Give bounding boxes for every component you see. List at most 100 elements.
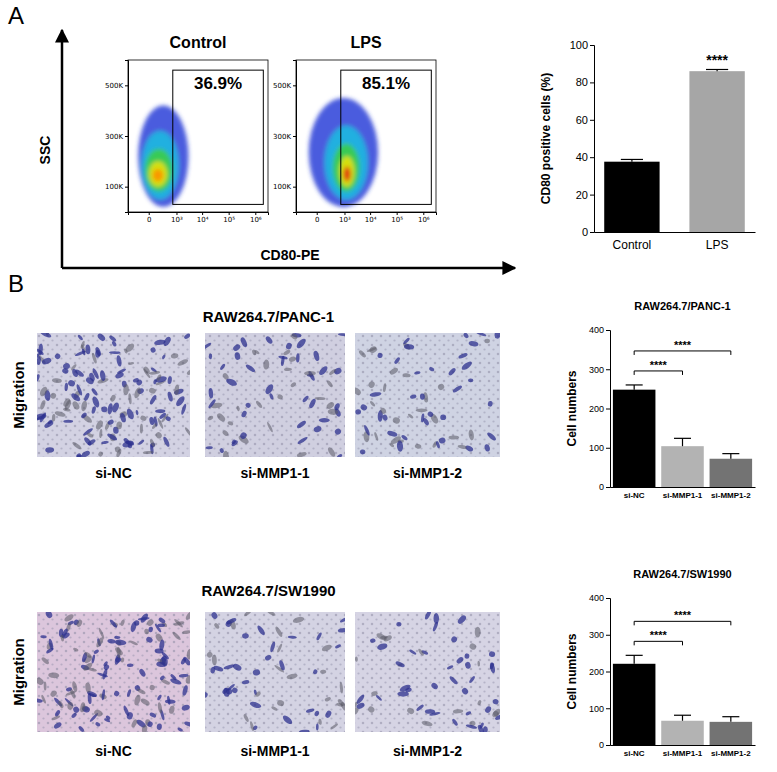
tick-mark bbox=[606, 745, 610, 746]
cell bbox=[156, 374, 162, 382]
cell bbox=[91, 396, 100, 409]
cell bbox=[318, 365, 329, 377]
micrograph bbox=[355, 333, 500, 457]
tick-label: 80 bbox=[576, 76, 588, 88]
cell bbox=[328, 368, 337, 376]
error-stem bbox=[682, 715, 683, 721]
cell bbox=[306, 708, 315, 714]
tick-mark bbox=[255, 212, 256, 215]
cell bbox=[461, 687, 470, 696]
cell bbox=[40, 635, 47, 639]
cell bbox=[288, 356, 297, 363]
cell bbox=[167, 376, 172, 384]
cell bbox=[205, 691, 209, 698]
cell bbox=[292, 616, 305, 624]
tick: 0 bbox=[599, 740, 610, 750]
cell bbox=[432, 621, 439, 632]
cell bbox=[67, 379, 76, 387]
panel-letter: B bbox=[8, 270, 24, 297]
cell bbox=[438, 437, 446, 445]
cell bbox=[452, 384, 463, 393]
cell bbox=[336, 453, 343, 457]
density-contour bbox=[145, 149, 173, 192]
tick: 10⁴ bbox=[365, 212, 377, 224]
row-label: Migration bbox=[10, 361, 27, 429]
cell bbox=[206, 446, 213, 450]
cell bbox=[234, 352, 241, 361]
cell bbox=[313, 350, 321, 361]
tick: 500K bbox=[105, 82, 128, 90]
tick-mark bbox=[606, 598, 610, 599]
cell bbox=[106, 432, 118, 441]
figure: AB36.9%010³10⁴10⁵10⁶100K300K500KControl8… bbox=[0, 0, 777, 772]
cell bbox=[387, 430, 399, 438]
tick-mark bbox=[590, 157, 594, 158]
plot-area bbox=[613, 655, 752, 745]
cell bbox=[138, 617, 150, 621]
row-label: Migration bbox=[10, 638, 27, 706]
cell bbox=[75, 384, 83, 396]
cell bbox=[167, 391, 174, 402]
cell bbox=[227, 420, 234, 426]
cell bbox=[242, 679, 250, 684]
cell bbox=[141, 725, 148, 732]
category-tick: si-MMP1-1 bbox=[663, 745, 703, 758]
cell bbox=[265, 612, 276, 617]
cell bbox=[468, 642, 477, 650]
cell bbox=[239, 431, 248, 440]
cell bbox=[162, 436, 171, 448]
category-tick: LPS bbox=[706, 232, 729, 252]
cell bbox=[81, 450, 91, 457]
error-cap bbox=[674, 438, 691, 439]
cell bbox=[91, 367, 100, 379]
cell bbox=[232, 662, 243, 672]
cell bbox=[170, 673, 178, 681]
cell bbox=[402, 337, 410, 345]
cell bbox=[453, 709, 464, 714]
category-tick: si-MMP1-2 bbox=[711, 487, 751, 500]
gate bbox=[341, 70, 432, 204]
cell bbox=[39, 400, 46, 411]
cell bbox=[226, 617, 238, 625]
cell bbox=[475, 627, 481, 638]
density-contour bbox=[339, 156, 354, 186]
cell bbox=[82, 661, 94, 672]
cell bbox=[425, 709, 435, 714]
cell bbox=[290, 333, 298, 341]
flow-panel: 36.9%010³10⁴10⁵10⁶100K300K500KControl bbox=[105, 34, 268, 224]
cell bbox=[255, 691, 262, 698]
cell bbox=[80, 340, 85, 349]
micrograph bbox=[37, 333, 190, 457]
cell bbox=[45, 612, 54, 619]
tick-mark bbox=[293, 136, 296, 137]
cell bbox=[484, 444, 491, 453]
cell bbox=[45, 447, 54, 453]
cell bbox=[324, 710, 332, 719]
density bbox=[309, 98, 378, 207]
cell bbox=[396, 622, 402, 627]
cell bbox=[177, 358, 189, 367]
error-bar bbox=[621, 159, 643, 161]
cell bbox=[49, 689, 58, 698]
cell bbox=[140, 424, 143, 434]
bar bbox=[613, 390, 656, 487]
tick-label: si-MMP1-2 bbox=[711, 491, 751, 500]
cell bbox=[213, 622, 220, 629]
micrograph-ground bbox=[37, 612, 190, 732]
tick: 60 bbox=[576, 114, 594, 126]
tick-label: si-NC bbox=[624, 749, 645, 758]
cell bbox=[420, 393, 425, 399]
cell bbox=[182, 685, 189, 696]
cell bbox=[149, 684, 155, 690]
significance: **** bbox=[650, 359, 668, 371]
tick-label: 400 bbox=[589, 325, 604, 335]
cell bbox=[171, 631, 181, 641]
cell bbox=[249, 721, 254, 732]
error-cap bbox=[621, 159, 643, 160]
cell bbox=[389, 435, 402, 446]
panel-title: LPS bbox=[350, 34, 381, 51]
cell bbox=[468, 675, 475, 683]
plot-area bbox=[138, 70, 263, 207]
cell bbox=[339, 616, 345, 624]
cell bbox=[251, 349, 257, 356]
